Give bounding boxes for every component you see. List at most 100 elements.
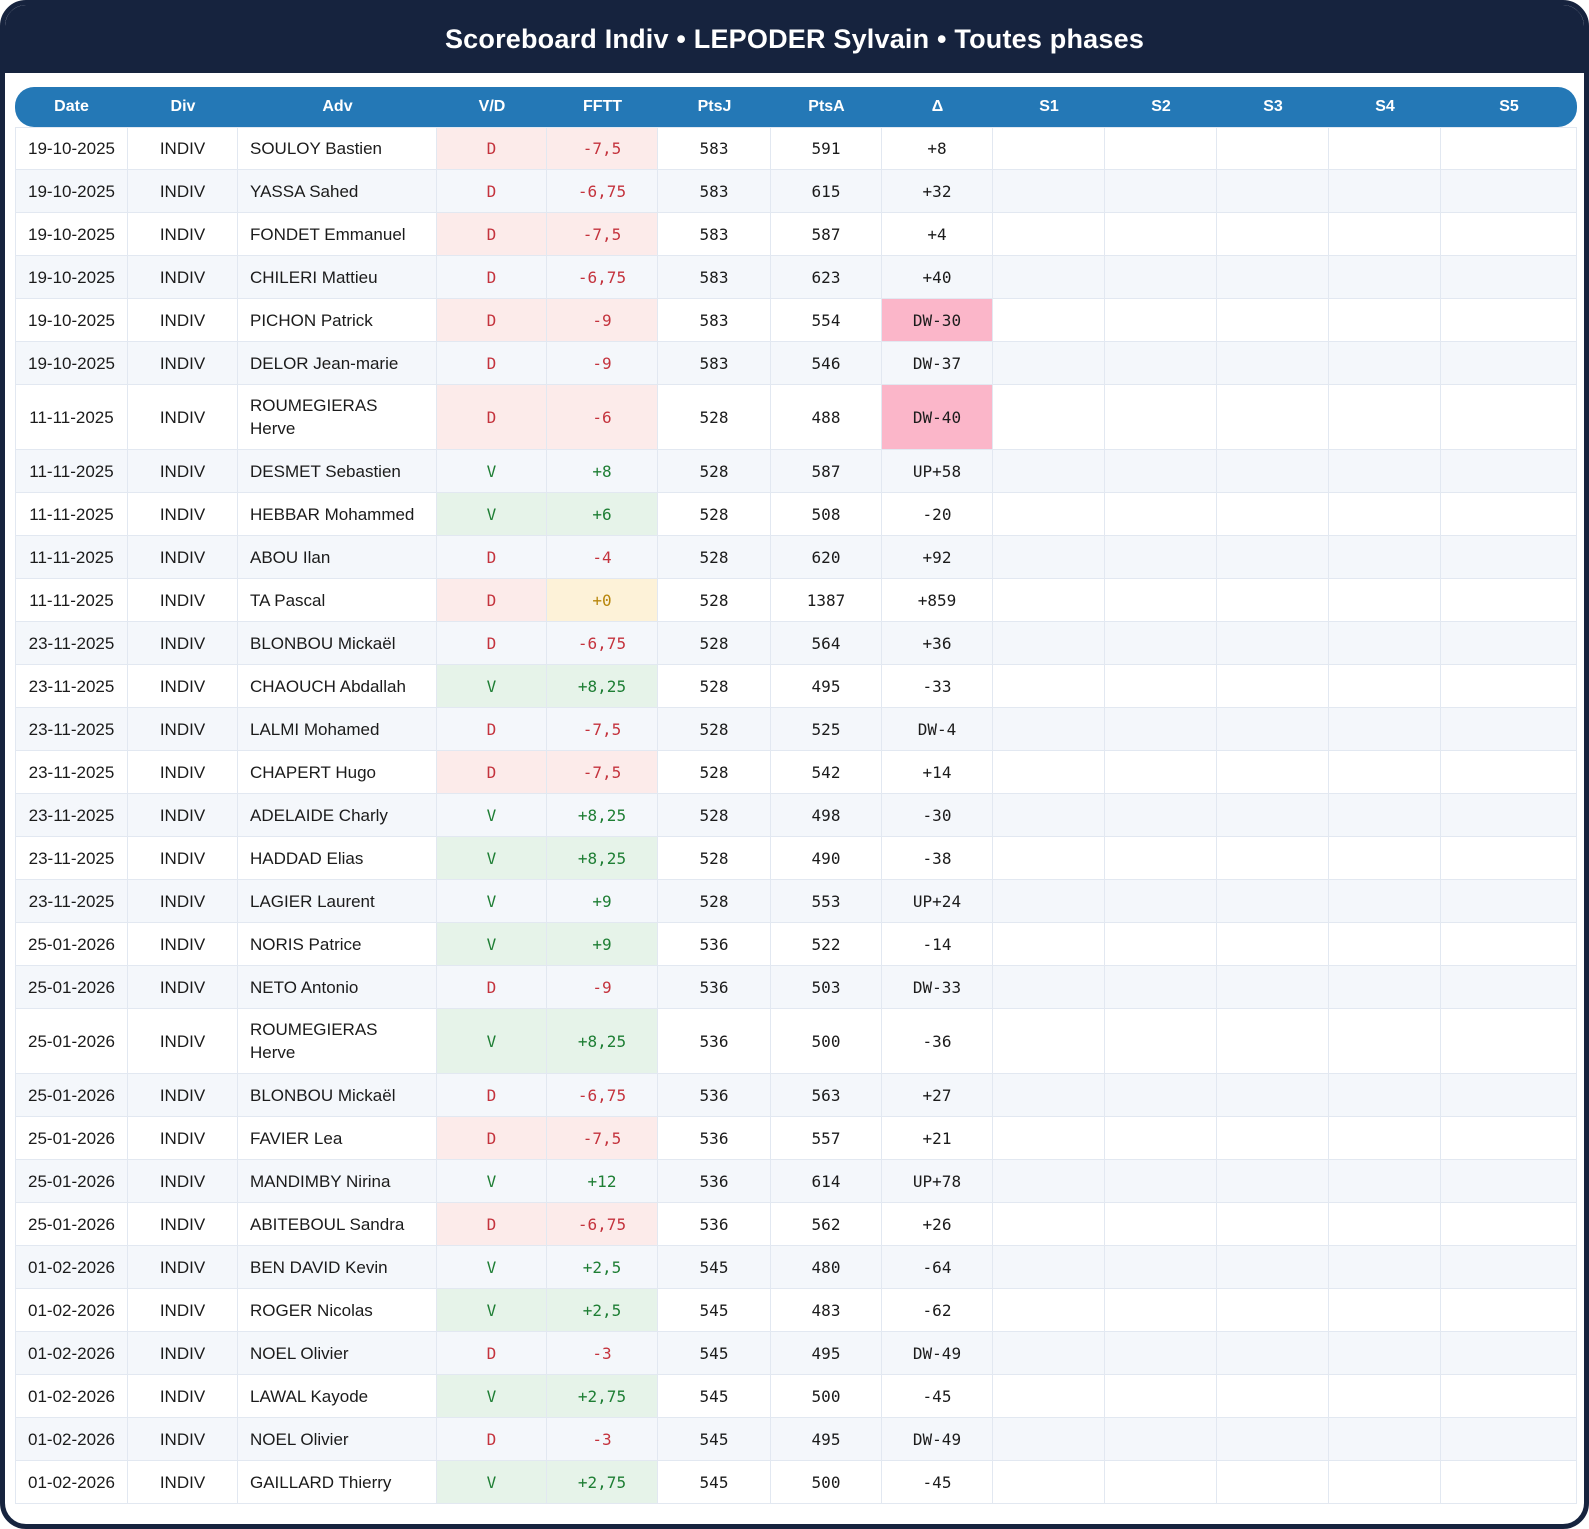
cell-set-3 [1217,1117,1329,1160]
cell-div: INDIV [128,1074,238,1117]
cell-fftt: +8,25 [547,1009,658,1074]
cell-delta: -20 [882,493,993,536]
cell-div: INDIV [128,880,238,923]
cell-set-4 [1329,622,1441,665]
cell-ptsj: 528 [658,751,771,794]
cell-fftt: -6,75 [547,170,658,213]
cell-set-1 [993,665,1105,708]
cell-ptsj: 536 [658,1117,771,1160]
cell-set-2 [1105,342,1217,385]
column-header-s5: S5 [1441,87,1577,127]
cell-ptsj: 583 [658,170,771,213]
cell-set-1 [993,579,1105,622]
cell-div: INDIV [128,1160,238,1203]
cell-div: INDIV [128,665,238,708]
cell-delta: -14 [882,923,993,966]
cell-set-5 [1441,1203,1577,1246]
cell-set-3 [1217,622,1329,665]
cell-vd: V [437,1375,547,1418]
cell-set-1 [993,751,1105,794]
cell-set-3 [1217,751,1329,794]
cell-set-3 [1217,923,1329,966]
cell-set-4 [1329,536,1441,579]
cell-ptsa: 542 [771,751,882,794]
column-header-ptsj: PtsJ [658,87,771,127]
cell-set-3 [1217,1461,1329,1504]
cell-set-1 [993,923,1105,966]
cell-date: 19-10-2025 [15,342,128,385]
cell-delta: -64 [882,1246,993,1289]
cell-fftt: +9 [547,880,658,923]
cell-set-1 [993,1289,1105,1332]
cell-ptsa: 488 [771,385,882,450]
cell-delta: -33 [882,665,993,708]
cell-set-1 [993,299,1105,342]
cell-date: 25-01-2026 [15,1074,128,1117]
cell-date: 01-02-2026 [15,1332,128,1375]
cell-set-1 [993,1246,1105,1289]
cell-set-4 [1329,923,1441,966]
cell-delta: -62 [882,1289,993,1332]
table-row: 25-01-2026 INDIV FAVIER Lea D -7,5 536 557 +21 [15,1117,1577,1160]
cell-fftt: +6 [547,493,658,536]
cell-set-3 [1217,1009,1329,1074]
cell-set-5 [1441,1289,1577,1332]
cell-set-1 [993,385,1105,450]
cell-set-3 [1217,665,1329,708]
cell-adv: LAGIER Laurent [238,880,437,923]
cell-ptsj: 528 [658,794,771,837]
cell-date: 23-11-2025 [15,708,128,751]
cell-date: 23-11-2025 [15,622,128,665]
cell-fftt: -6,75 [547,256,658,299]
cell-ptsa: 495 [771,1332,882,1375]
cell-delta: DW-49 [882,1418,993,1461]
cell-set-3 [1217,170,1329,213]
cell-set-5 [1441,579,1577,622]
cell-set-4 [1329,1074,1441,1117]
column-header-s4: S4 [1329,87,1441,127]
cell-set-3 [1217,708,1329,751]
table-row: 11-11-2025 INDIV TA Pascal D +0 528 1387 +859 [15,579,1577,622]
cell-div: INDIV [128,1461,238,1504]
cell-adv: HEBBAR Mohammed [238,493,437,536]
cell-set-1 [993,794,1105,837]
cell-set-1 [993,1332,1105,1375]
cell-delta: UP+78 [882,1160,993,1203]
cell-delta: +92 [882,536,993,579]
cell-div: INDIV [128,1246,238,1289]
cell-div: INDIV [128,299,238,342]
cell-ptsj: 528 [658,579,771,622]
cell-delta: +40 [882,256,993,299]
cell-set-4 [1329,170,1441,213]
cell-set-5 [1441,751,1577,794]
cell-adv: NETO Antonio [238,966,437,1009]
cell-adv: CHAOUCH Abdallah [238,665,437,708]
cell-delta: +26 [882,1203,993,1246]
table-row: 01-02-2026 INDIV BEN DAVID Kevin V +2,5 545 48… [15,1246,1577,1289]
cell-div: INDIV [128,493,238,536]
cell-set-1 [993,127,1105,170]
table-row: 11-11-2025 INDIV DESMET Sebastien V +8 528 587… [15,450,1577,493]
cell-set-4 [1329,1246,1441,1289]
cell-ptsa: 564 [771,622,882,665]
cell-delta: +8 [882,127,993,170]
cell-set-1 [993,1203,1105,1246]
cell-fftt: +2,5 [547,1289,658,1332]
cell-div: INDIV [128,385,238,450]
table-row: 23-11-2025 INDIV HADDAD Elias V +8,25 528 490-… [15,837,1577,880]
cell-set-4 [1329,1117,1441,1160]
cell-delta: +4 [882,213,993,256]
cell-fftt: -9 [547,299,658,342]
cell-set-2 [1105,1246,1217,1289]
cell-date: 19-10-2025 [15,299,128,342]
cell-set-3 [1217,536,1329,579]
cell-ptsj: 545 [658,1375,771,1418]
cell-fftt: +0 [547,579,658,622]
cell-adv: DESMET Sebastien [238,450,437,493]
cell-div: INDIV [128,837,238,880]
table-row: 23-11-2025 INDIV LALMI Mohamed D -7,5 528 525 D… [15,708,1577,751]
cell-set-5 [1441,1074,1577,1117]
cell-set-2 [1105,1375,1217,1418]
cell-adv: LAWAL Kayode [238,1375,437,1418]
cell-date: 11-11-2025 [15,450,128,493]
